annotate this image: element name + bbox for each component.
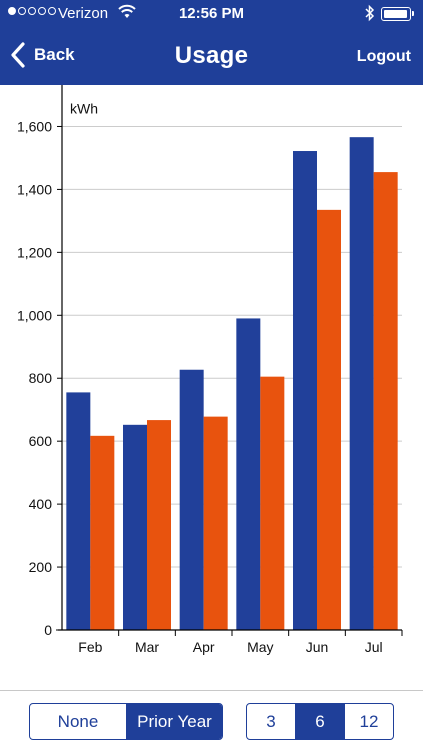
range-option-3[interactable]: 3 xyxy=(266,711,276,731)
bar-mar-series-0 xyxy=(123,424,147,630)
status-bar: Verizon 12:56 PM xyxy=(0,0,423,28)
bar-jul-series-1 xyxy=(373,172,398,630)
bar-apr-series-1 xyxy=(203,416,228,630)
y-tick-label: 400 xyxy=(29,496,53,512)
x-tick-label: Feb xyxy=(78,639,102,655)
battery-icon xyxy=(381,7,414,21)
y-tick-label: 1,400 xyxy=(17,181,52,197)
y-tick-label: 800 xyxy=(29,370,53,386)
y-axis-label: kWh xyxy=(70,100,98,116)
back-button[interactable]: Back xyxy=(10,42,75,68)
bluetooth-icon xyxy=(365,4,375,22)
bar-may-series-0 xyxy=(236,318,261,630)
x-tick-label: Jul xyxy=(365,639,383,655)
page-title: Usage xyxy=(174,42,249,69)
signal-dots-icon xyxy=(8,7,56,15)
bar-jun-series-1 xyxy=(317,209,341,630)
compare-option-none[interactable]: None xyxy=(57,711,99,731)
bar-feb-series-1 xyxy=(90,435,115,630)
range-segmented-control: 3 6 12 xyxy=(246,703,394,740)
x-tick-label: Mar xyxy=(135,639,159,655)
bar-feb-series-0 xyxy=(66,392,91,630)
bar-may-series-1 xyxy=(260,376,285,630)
bottom-toolbar: None Prior Year 3 6 12 xyxy=(0,690,423,750)
range-option-12[interactable]: 12 xyxy=(344,704,393,739)
range-option-6[interactable]: 6 xyxy=(295,704,344,739)
top-bar: Verizon 12:56 PM Back Usage Logout xyxy=(0,0,423,85)
compare-option-prior-year[interactable]: Prior Year xyxy=(126,704,222,739)
compare-segmented-control: None Prior Year xyxy=(29,703,223,740)
back-label: Back xyxy=(34,45,75,64)
usage-chart: 0 200 400 600 800 1,000 1,200 1,400 1,600 kWh Feb M… xyxy=(0,85,423,690)
x-tick-label: May xyxy=(247,639,273,655)
y-tick-label: 600 xyxy=(29,433,53,449)
y-tick-label: 200 xyxy=(29,559,53,575)
wifi-icon xyxy=(118,4,136,18)
carrier-name: Verizon xyxy=(58,5,109,22)
bar-mar-series-1 xyxy=(147,420,171,630)
y-tick-label: 1,200 xyxy=(17,244,52,260)
status-time: 12:56 PM xyxy=(178,5,245,22)
logout-button[interactable]: Logout xyxy=(356,48,411,65)
navigation-bar: Back Usage Logout xyxy=(0,28,423,85)
bar-jul-series-0 xyxy=(349,137,374,630)
x-tick-label: Jun xyxy=(306,639,329,655)
x-tick-label: Apr xyxy=(193,639,215,655)
y-tick-label: 1,000 xyxy=(17,307,52,323)
y-tick-label: 1,600 xyxy=(17,118,52,134)
bar-jun-series-0 xyxy=(293,151,317,630)
chevron-left-icon xyxy=(11,42,25,68)
usage-bar-chart: 0 200 400 600 800 1,000 1,200 1,400 1,600 kWh Feb M… xyxy=(17,85,403,655)
bar-apr-series-0 xyxy=(179,369,204,630)
y-tick-label: 0 xyxy=(44,622,52,638)
